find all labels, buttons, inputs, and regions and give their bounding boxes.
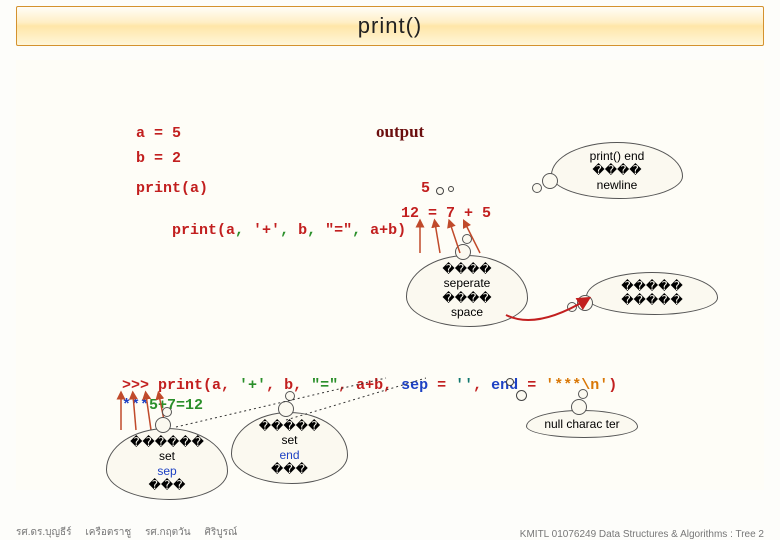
footer-author-4: ศิริบูรณ์ <box>205 527 238 538</box>
slide-content: a = 5 b = 2 print(a) print(a, '+', b, "=… <box>16 60 764 490</box>
output-heading: output <box>376 122 424 142</box>
dotted-links-icon <box>166 375 426 435</box>
code-line-2: b = 2 <box>136 150 181 167</box>
bubble-dot <box>436 187 444 195</box>
footer-author-2: เครือตราชู <box>85 527 131 538</box>
code-line-1: a = 5 <box>136 125 181 142</box>
title-bar: print() <box>16 6 764 46</box>
code-line-3: print(a) <box>136 180 208 197</box>
bubble-dot <box>448 186 454 192</box>
output-line-1: 5 <box>421 180 430 197</box>
cloud-null-char: null charac ter <box>526 410 638 438</box>
footer-author-1: รศ.ดร.บุญธีร์ <box>16 527 71 538</box>
footer-course: KMITL 01076249 Data Structures & Algorit… <box>520 529 764 540</box>
footer: รศ.ดร.บุญธีร์ เครือตราชู รศ.กฤตวัน ศิริบ… <box>16 525 764 540</box>
bubble-dot <box>516 390 527 401</box>
page-title: print() <box>358 13 422 38</box>
code-line-4: print(a, '+', b, "=", a+b) <box>136 205 406 256</box>
cloud-set-sep: ������ set sep ��� <box>106 428 228 500</box>
cloud-end-newline: print() end ���� newline <box>551 142 683 199</box>
footer-author-3: รศ.กฤตวัน <box>145 527 191 538</box>
arrows-up-icon <box>400 218 520 258</box>
bubble-dot <box>506 378 514 386</box>
arrow-curved-icon <box>496 275 606 335</box>
